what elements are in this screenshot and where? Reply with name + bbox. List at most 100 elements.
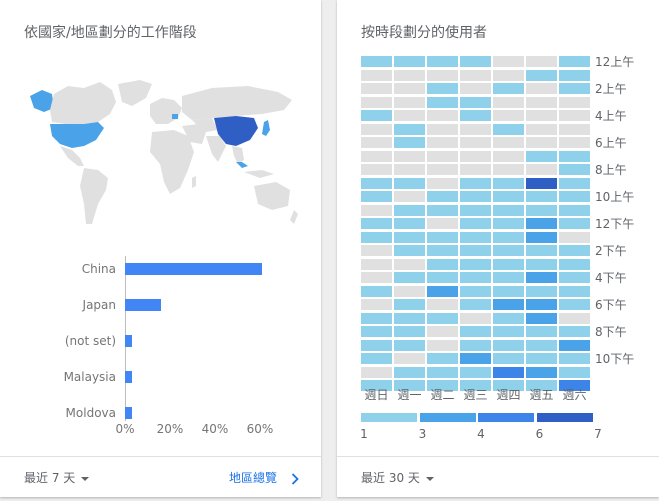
heatmap-cell[interactable] [493, 339, 524, 351]
heatmap-cell[interactable] [427, 231, 458, 243]
heatmap-cell[interactable] [394, 231, 425, 243]
heatmap-cell[interactable] [493, 177, 524, 189]
heatmap-cell[interactable] [526, 218, 557, 229]
heatmap-cell[interactable] [493, 231, 524, 243]
heatmap-cell[interactable] [493, 123, 524, 135]
heatmap-cell[interactable] [526, 326, 557, 337]
heatmap-cell[interactable] [427, 110, 458, 121]
heatmap-cell[interactable] [526, 204, 557, 216]
heatmap-cell[interactable] [559, 69, 590, 81]
heatmap-cell[interactable] [559, 245, 590, 256]
heatmap-cell[interactable] [394, 123, 425, 135]
heatmap-cell[interactable] [526, 83, 557, 94]
heatmap-cell[interactable] [427, 164, 458, 175]
heatmap-cell[interactable] [394, 204, 425, 216]
bar-china[interactable] [125, 263, 263, 275]
heatmap-cell[interactable] [361, 164, 392, 175]
heatmap-cell[interactable] [493, 366, 524, 378]
heatmap-cell[interactable] [559, 299, 590, 310]
heatmap-cell[interactable] [394, 258, 425, 270]
heatmap-cell[interactable] [460, 285, 491, 297]
heatmap-cell[interactable] [394, 69, 425, 81]
heatmap-cell[interactable] [559, 339, 590, 351]
heatmap-cell[interactable] [361, 285, 392, 297]
heatmap-cell[interactable] [361, 137, 392, 148]
bar-moldova[interactable] [125, 407, 132, 419]
heatmap-cell[interactable] [427, 96, 458, 108]
heatmap-cell[interactable] [394, 110, 425, 121]
heatmap-cell[interactable] [427, 312, 458, 324]
heatmap-cell[interactable] [493, 191, 524, 202]
heatmap-cell[interactable] [427, 177, 458, 189]
heatmap-cell[interactable] [394, 83, 425, 94]
heatmap-cell[interactable] [460, 380, 491, 391]
heatmap-cell[interactable] [559, 380, 590, 391]
heatmap-cell[interactable] [526, 123, 557, 135]
heatmap-cell[interactable] [526, 96, 557, 108]
heatmap-cell[interactable] [460, 150, 491, 162]
date-range-dropdown[interactable]: 最近 30 天 [361, 469, 434, 486]
heatmap-cell[interactable] [460, 137, 491, 148]
heatmap-cell[interactable] [526, 110, 557, 121]
heatmap-cell[interactable] [361, 339, 392, 351]
bar-japan[interactable] [125, 299, 161, 311]
heatmap-cell[interactable] [427, 285, 458, 297]
heatmap-cell[interactable] [361, 366, 392, 378]
heatmap-cell[interactable] [526, 150, 557, 162]
heatmap-cell[interactable] [526, 339, 557, 351]
heatmap-cell[interactable] [394, 137, 425, 148]
heatmap-cell[interactable] [460, 353, 491, 364]
heatmap-cell[interactable] [427, 83, 458, 94]
bar-malaysia[interactable] [125, 371, 132, 383]
heatmap-cell[interactable] [460, 339, 491, 351]
heatmap-cell[interactable] [559, 231, 590, 243]
heatmap-cell[interactable] [460, 123, 491, 135]
heatmap-cell[interactable] [493, 326, 524, 337]
heatmap-cell[interactable] [460, 83, 491, 94]
heatmap-cell[interactable] [361, 218, 392, 229]
heatmap-cell[interactable] [427, 245, 458, 256]
heatmap-cell[interactable] [394, 164, 425, 175]
heatmap-cell[interactable] [526, 285, 557, 297]
heatmap-cell[interactable] [526, 258, 557, 270]
heatmap-cell[interactable] [493, 150, 524, 162]
heatmap-cell[interactable] [460, 96, 491, 108]
heatmap-cell[interactable] [559, 137, 590, 148]
heatmap-cell[interactable] [526, 164, 557, 175]
heatmap-cell[interactable] [361, 231, 392, 243]
heatmap-cell[interactable] [361, 353, 392, 364]
heatmap-cell[interactable] [427, 258, 458, 270]
heatmap-cell[interactable] [460, 258, 491, 270]
heatmap-cell[interactable] [559, 191, 590, 202]
heatmap-cell[interactable] [559, 164, 590, 175]
heatmap-cell[interactable] [361, 123, 392, 135]
heatmap-cell[interactable] [394, 191, 425, 202]
heatmap-cell[interactable] [361, 326, 392, 337]
bar--not-set-[interactable] [125, 335, 132, 347]
heatmap-cell[interactable] [394, 380, 425, 391]
heatmap-cell[interactable] [559, 150, 590, 162]
heatmap-cell[interactable] [361, 83, 392, 94]
heatmap-cell[interactable] [526, 191, 557, 202]
heatmap-cell[interactable] [394, 96, 425, 108]
heatmap-cell[interactable] [394, 339, 425, 351]
heatmap-cell[interactable] [493, 245, 524, 256]
heatmap-cell[interactable] [493, 110, 524, 121]
heatmap-cell[interactable] [460, 312, 491, 324]
heatmap-cell[interactable] [526, 299, 557, 310]
heatmap-cell[interactable] [361, 110, 392, 121]
heatmap-cell[interactable] [361, 258, 392, 270]
heatmap-cell[interactable] [493, 299, 524, 310]
heatmap-cell[interactable] [526, 177, 557, 189]
heatmap-cell[interactable] [460, 245, 491, 256]
heatmap-cell[interactable] [559, 353, 590, 364]
heatmap-cell[interactable] [493, 380, 524, 391]
heatmap-cell[interactable] [394, 56, 425, 67]
heatmap-cell[interactable] [559, 258, 590, 270]
heatmap-cell[interactable] [493, 83, 524, 94]
heatmap-cell[interactable] [493, 285, 524, 297]
heatmap-cell[interactable] [493, 312, 524, 324]
heatmap-cell[interactable] [394, 312, 425, 324]
heatmap-cell[interactable] [493, 204, 524, 216]
heatmap-cell[interactable] [427, 69, 458, 81]
